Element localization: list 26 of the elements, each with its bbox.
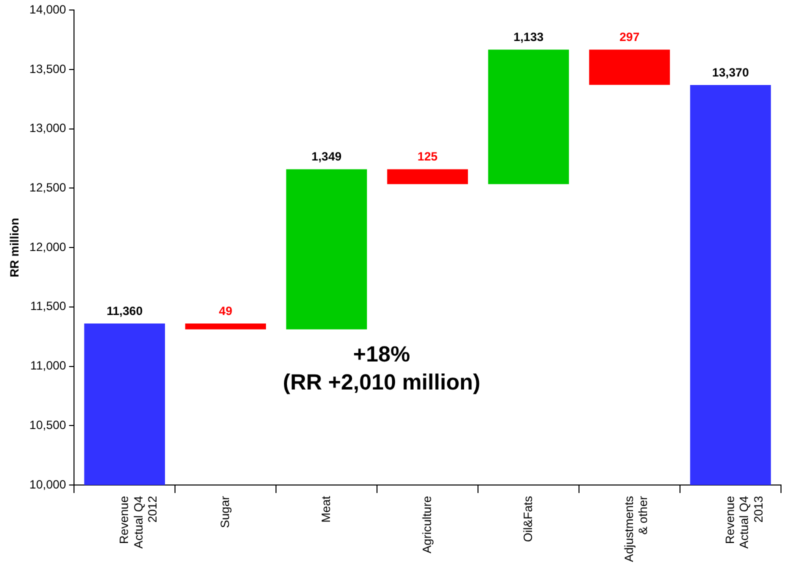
annotation: +18% [353,342,410,367]
x-tick-label: Sugar [218,496,232,528]
data-label: 49 [218,304,233,318]
y-tick-label: 13,500 [29,62,66,76]
x-tick-label: Revenue Actual Q4 2013 [722,496,766,549]
y-tick-label: 11,000 [30,358,66,373]
y-tick-label: 13,000 [29,121,66,136]
x-tick-label: Revenue Actual Q4 2012 [116,496,160,549]
data-label: 13,370 [712,65,750,80]
y-tick-label: 12,000 [29,240,66,254]
x-tick-label: Oil&Fats [520,496,535,542]
x-tick-label: Meat [318,495,333,523]
x-tick-label: Adjustments & other [622,496,650,562]
y-tick-label: 14,000 [29,2,66,17]
data-label: 11,360 [106,304,143,318]
y-axis-title: RR million [8,218,22,278]
y-tick-label: 10,000 [29,477,66,492]
data-label: 1,133 [514,30,544,44]
y-tick-label: 12,500 [29,180,66,195]
data-label: 297 [620,30,640,44]
data-label: 125 [418,150,438,164]
x-tick-label: Agriculture [420,496,434,554]
y-tick-label: 10,500 [29,418,66,432]
annotation: (RR +2,010 million) [282,370,480,395]
data-label: 1,349 [312,150,342,164]
y-tick-label: 11,500 [30,299,66,314]
